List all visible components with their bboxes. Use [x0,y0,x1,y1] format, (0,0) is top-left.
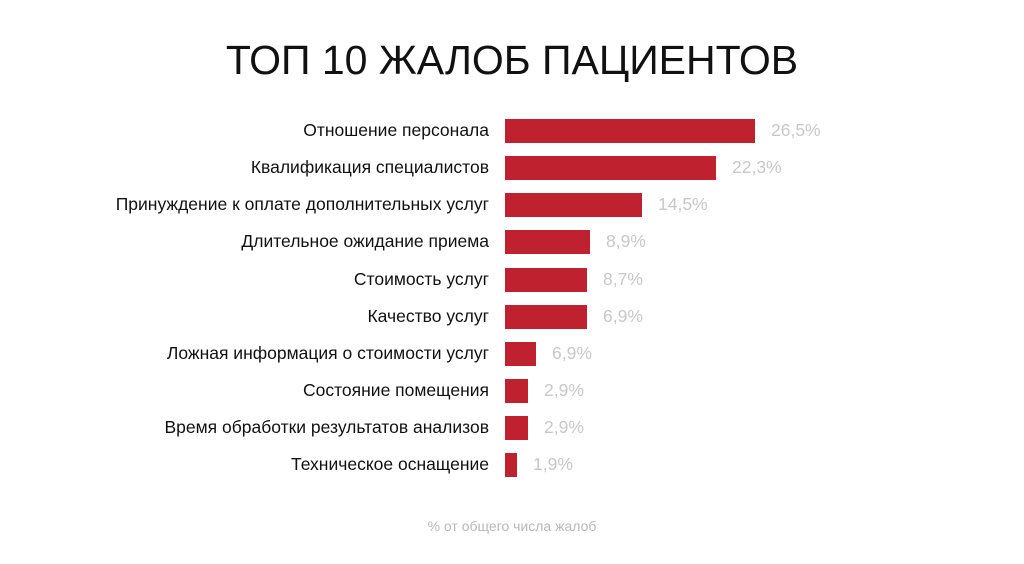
bar [505,193,642,217]
value-label: 14,5% [658,194,708,214]
bar-row: Состояние помещения 2,9% [0,372,1024,409]
category-label: Ложная информация о стоимости услуг [166,343,489,363]
value-label: 2,9% [544,417,584,437]
bar [505,416,528,440]
category-label: Длительное ожидание приема [241,231,489,251]
bar-row: Время обработки результатов анализов 2,9… [0,409,1024,446]
category-label: Отношение персонала [303,120,489,140]
value-label: 1,9% [533,454,573,474]
bar [505,379,528,403]
bar [505,305,587,329]
value-label: 8,9% [606,231,646,251]
bar-row: Техническое оснащение 1,9% [0,446,1024,483]
chart-title: ТОП 10 ЖАЛОБ ПАЦИЕНТОВ [225,37,799,83]
bar-row: Принуждение к оплате дополнительных услу… [0,186,1024,223]
category-label: Квалификация специалистов [250,157,489,177]
axis-note: % от общего числа жалоб [427,518,597,534]
value-label: 6,9% [603,306,643,326]
value-label: 8,7% [603,269,643,289]
category-label: Время обработки результатов анализов [164,417,490,437]
category-label: Состояние помещения [302,380,489,400]
category-label: Стоимость услуг [353,269,489,289]
bar-row: Длительное ожидание приема 8,9% [0,223,1024,260]
bar [505,268,587,292]
bar-row: Стоимость услуг 8,7% [0,261,1024,298]
value-label: 26,5% [771,120,821,140]
bar-row: Отношение персонала 26,5% [0,112,1024,149]
bar [505,156,716,180]
bar-row: Квалификация специалистов 22,3% [0,149,1024,186]
value-label: 22,3% [732,157,782,177]
bar [505,342,536,366]
bar-row: Качество услуг 6,9% [0,298,1024,335]
bar [505,453,517,477]
category-label: Техническое оснащение [290,454,489,474]
bar-row: Ложная информация о стоимости услуг 6,9% [0,335,1024,372]
bar [505,119,755,143]
bar [505,230,590,254]
value-label: 2,9% [544,380,584,400]
value-label: 6,9% [552,343,592,363]
category-label: Качество услуг [367,306,489,326]
category-label: Принуждение к оплате дополнительных услу… [115,194,489,214]
